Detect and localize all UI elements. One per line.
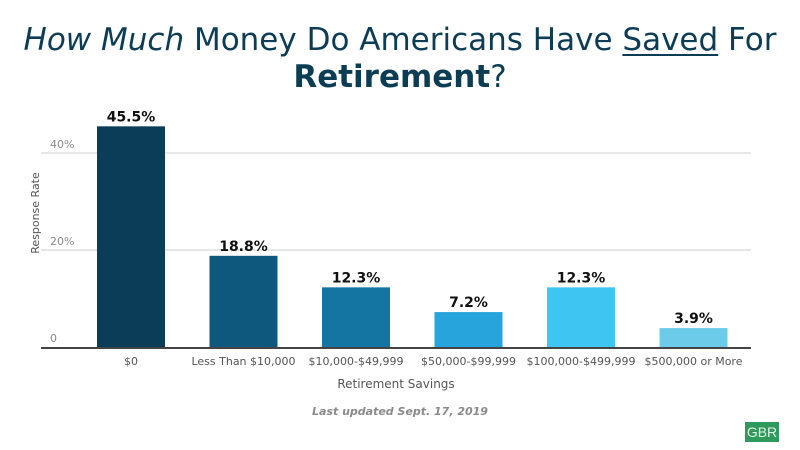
title-text: Money Do Americans Have [184, 22, 623, 58]
y-tick-label: 20% [50, 235, 74, 248]
gbr-logo: GBR [745, 422, 779, 442]
data-label: 45.5% [107, 109, 156, 125]
x-tick-label: $50,000-$99,999 [421, 355, 516, 368]
x-tick-label: $100,000-$499,999 [527, 355, 636, 368]
bar [97, 126, 165, 347]
data-label: 12.3% [557, 270, 606, 286]
x-tick-label: Less Than $10,000 [191, 355, 295, 368]
x-tick-label: $0 [124, 355, 138, 368]
title-bold: Retirement [293, 59, 491, 95]
y-tick-label: 0 [50, 332, 57, 345]
data-label: 18.8% [219, 239, 268, 255]
bar [547, 287, 615, 347]
bar [322, 287, 390, 347]
y-tick-label: 40% [50, 138, 74, 151]
x-tick-label: $10,000-$49,999 [309, 355, 404, 368]
title-text-for: For [718, 22, 777, 58]
bar [659, 328, 728, 347]
title-underlined: Saved [622, 22, 719, 58]
x-axis-label: Retirement Savings [337, 377, 454, 391]
x-tick-label: $500,000 or More [644, 355, 742, 368]
last-updated: Last updated Sept. 17, 2019 [312, 405, 488, 418]
data-label: 7.2% [449, 295, 488, 311]
title-question: ? [490, 59, 507, 95]
chart-title: How Much Money Do Americans Have Saved F… [0, 22, 800, 96]
data-label: 3.9% [674, 311, 713, 327]
data-label: 12.3% [332, 270, 381, 286]
y-axis-label: Response Rate [29, 172, 42, 254]
bar [209, 255, 278, 347]
title-italic: How Much [23, 22, 185, 58]
bar [434, 312, 503, 347]
